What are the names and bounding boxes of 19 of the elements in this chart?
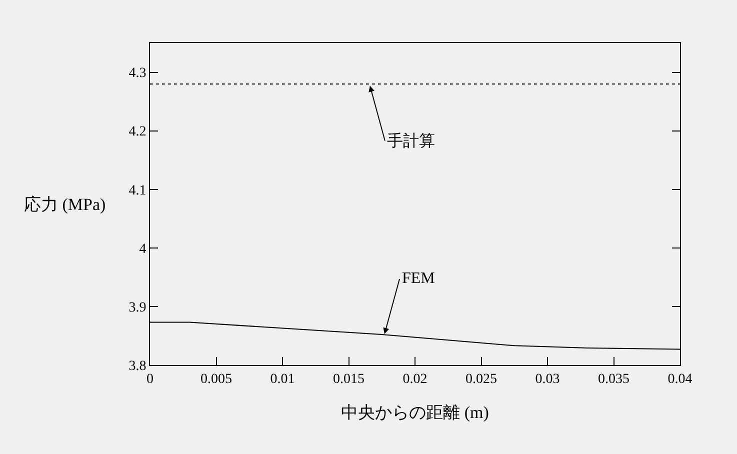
annotation: FEM: [402, 270, 435, 287]
x-tick-label: 0.02: [402, 372, 428, 387]
x-tick-label: 0.025: [466, 372, 497, 387]
y-tick-label: 4.3: [128, 66, 146, 82]
y-tick-label: 3.9: [128, 300, 146, 316]
annotation: 手計算: [387, 132, 435, 150]
y-axis-title: 応力 (MPa): [24, 195, 106, 214]
y-tick-label: 4: [139, 242, 146, 257]
y-tick-label: 4.1: [128, 183, 146, 198]
x-tick-label: 0.005: [200, 372, 232, 387]
x-tick-label: 0.04: [668, 372, 692, 387]
x-tick-label: 0.015: [333, 372, 364, 387]
x-tick-label: 0.03: [535, 372, 560, 387]
x-axis-title: 中央からの距離 (m): [341, 403, 489, 422]
x-tick-label: 0.035: [598, 372, 630, 387]
x-tick-label: 0: [146, 372, 154, 387]
y-tick-label: 4.2: [128, 124, 146, 140]
x-tick-label: 0.01: [270, 372, 295, 387]
y-tick-label: 3.8: [128, 358, 146, 374]
